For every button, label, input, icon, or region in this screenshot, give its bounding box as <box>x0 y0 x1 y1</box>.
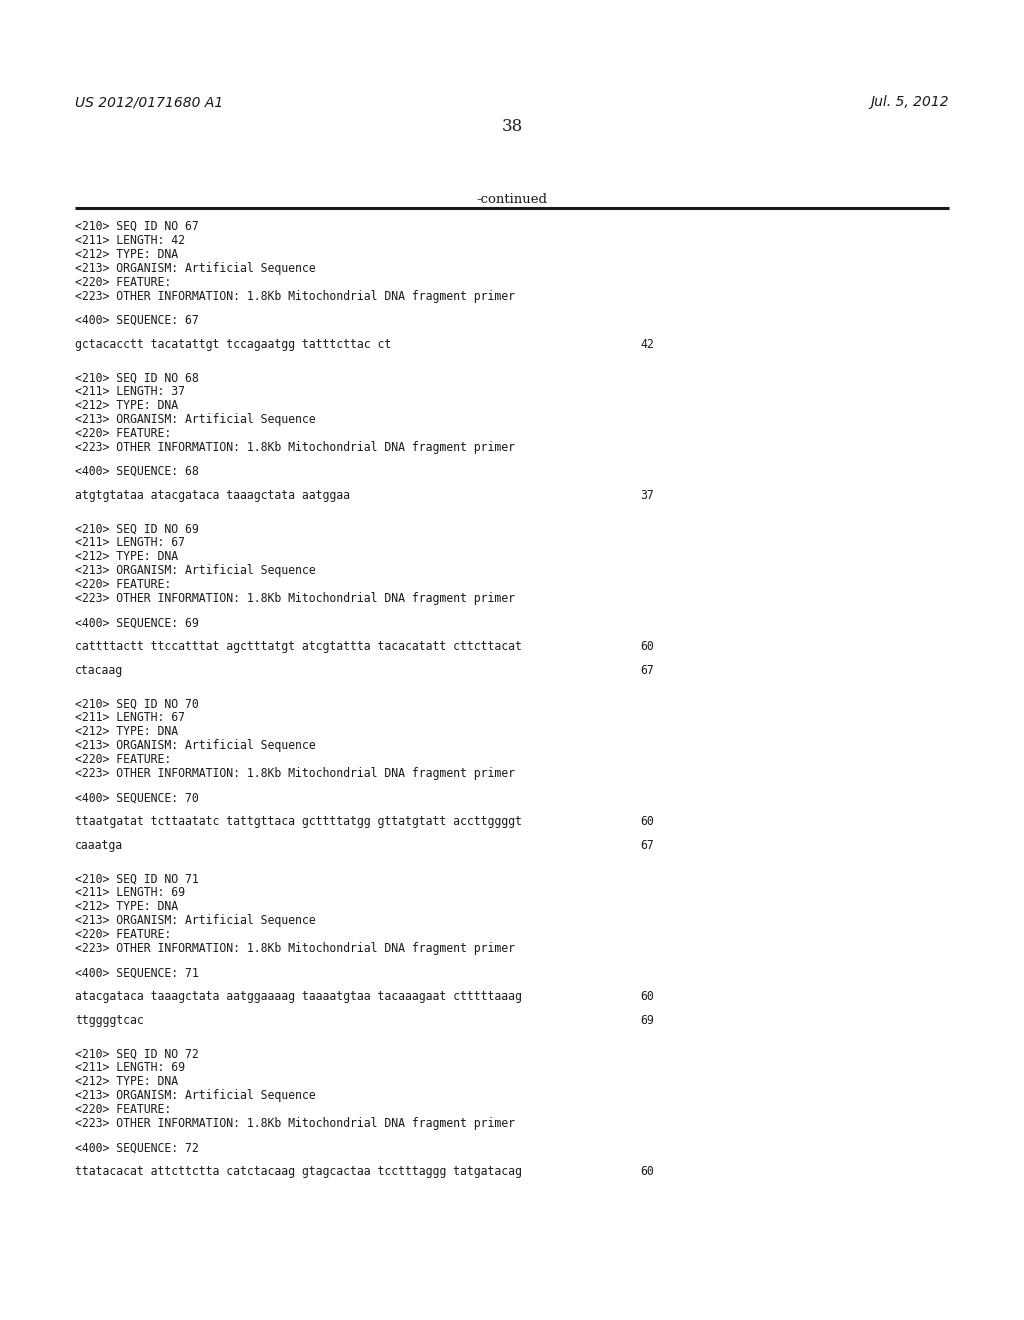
Text: cattttactt ttccatttat agctttatgt atcgtattta tacacatatt cttcttacat: cattttactt ttccatttat agctttatgt atcgtat… <box>75 640 522 653</box>
Text: 38: 38 <box>502 117 522 135</box>
Text: <213> ORGANISM: Artificial Sequence: <213> ORGANISM: Artificial Sequence <box>75 261 315 275</box>
Text: <211> LENGTH: 42: <211> LENGTH: 42 <box>75 234 185 247</box>
Text: <212> TYPE: DNA: <212> TYPE: DNA <box>75 550 178 564</box>
Text: US 2012/0171680 A1: US 2012/0171680 A1 <box>75 95 223 110</box>
Text: 60: 60 <box>640 990 653 1003</box>
Text: ttggggtcac: ttggggtcac <box>75 1014 143 1027</box>
Text: <220> FEATURE:: <220> FEATURE: <box>75 276 171 289</box>
Text: <211> LENGTH: 69: <211> LENGTH: 69 <box>75 887 185 899</box>
Text: gctacacctt tacatattgt tccagaatgg tatttcttac ct: gctacacctt tacatattgt tccagaatgg tatttct… <box>75 338 391 351</box>
Text: ctacaag: ctacaag <box>75 664 123 677</box>
Text: 60: 60 <box>640 640 653 653</box>
Text: <210> SEQ ID NO 70: <210> SEQ ID NO 70 <box>75 697 199 710</box>
Text: -continued: -continued <box>476 193 548 206</box>
Text: 60: 60 <box>640 814 653 828</box>
Text: <220> FEATURE:: <220> FEATURE: <box>75 754 171 767</box>
Text: atacgataca taaagctata aatggaaaag taaaatgtaa tacaaagaat ctttttaaag: atacgataca taaagctata aatggaaaag taaaatg… <box>75 990 522 1003</box>
Text: <220> FEATURE:: <220> FEATURE: <box>75 1104 171 1117</box>
Text: 37: 37 <box>640 488 653 502</box>
Text: <223> OTHER INFORMATION: 1.8Kb Mitochondrial DNA fragment primer: <223> OTHER INFORMATION: 1.8Kb Mitochond… <box>75 1118 515 1130</box>
Text: <223> OTHER INFORMATION: 1.8Kb Mitochondrial DNA fragment primer: <223> OTHER INFORMATION: 1.8Kb Mitochond… <box>75 290 515 304</box>
Text: <213> ORGANISM: Artificial Sequence: <213> ORGANISM: Artificial Sequence <box>75 413 315 426</box>
Text: <400> SEQUENCE: 69: <400> SEQUENCE: 69 <box>75 616 199 630</box>
Text: <400> SEQUENCE: 68: <400> SEQUENCE: 68 <box>75 465 199 478</box>
Text: atgtgtataa atacgataca taaagctata aatggaa: atgtgtataa atacgataca taaagctata aatggaa <box>75 488 350 502</box>
Text: <212> TYPE: DNA: <212> TYPE: DNA <box>75 1076 178 1089</box>
Text: <223> OTHER INFORMATION: 1.8Kb Mitochondrial DNA fragment primer: <223> OTHER INFORMATION: 1.8Kb Mitochond… <box>75 441 515 454</box>
Text: ttatacacat attcttctta catctacaag gtagcactaa tcctttaggg tatgatacag: ttatacacat attcttctta catctacaag gtagcac… <box>75 1166 522 1177</box>
Text: <211> LENGTH: 67: <211> LENGTH: 67 <box>75 536 185 549</box>
Text: caaatga: caaatga <box>75 838 123 851</box>
Text: <220> FEATURE:: <220> FEATURE: <box>75 928 171 941</box>
Text: <212> TYPE: DNA: <212> TYPE: DNA <box>75 248 178 261</box>
Text: <210> SEQ ID NO 69: <210> SEQ ID NO 69 <box>75 523 199 536</box>
Text: 42: 42 <box>640 338 653 351</box>
Text: <400> SEQUENCE: 67: <400> SEQUENCE: 67 <box>75 314 199 327</box>
Text: <400> SEQUENCE: 70: <400> SEQUENCE: 70 <box>75 791 199 804</box>
Text: ttaatgatat tcttaatatc tattgttaca gcttttatgg gttatgtatt accttggggt: ttaatgatat tcttaatatc tattgttaca gctttta… <box>75 814 522 828</box>
Text: <210> SEQ ID NO 68: <210> SEQ ID NO 68 <box>75 371 199 384</box>
Text: <213> ORGANISM: Artificial Sequence: <213> ORGANISM: Artificial Sequence <box>75 1089 315 1102</box>
Text: Jul. 5, 2012: Jul. 5, 2012 <box>870 95 949 110</box>
Text: <213> ORGANISM: Artificial Sequence: <213> ORGANISM: Artificial Sequence <box>75 915 315 928</box>
Text: <223> OTHER INFORMATION: 1.8Kb Mitochondrial DNA fragment primer: <223> OTHER INFORMATION: 1.8Kb Mitochond… <box>75 593 515 606</box>
Text: <210> SEQ ID NO 72: <210> SEQ ID NO 72 <box>75 1047 199 1060</box>
Text: <210> SEQ ID NO 71: <210> SEQ ID NO 71 <box>75 873 199 886</box>
Text: 69: 69 <box>640 1014 653 1027</box>
Text: <220> FEATURE:: <220> FEATURE: <box>75 428 171 440</box>
Text: <212> TYPE: DNA: <212> TYPE: DNA <box>75 726 178 738</box>
Text: <213> ORGANISM: Artificial Sequence: <213> ORGANISM: Artificial Sequence <box>75 739 315 752</box>
Text: <212> TYPE: DNA: <212> TYPE: DNA <box>75 900 178 913</box>
Text: <213> ORGANISM: Artificial Sequence: <213> ORGANISM: Artificial Sequence <box>75 565 315 577</box>
Text: 60: 60 <box>640 1166 653 1177</box>
Text: <211> LENGTH: 37: <211> LENGTH: 37 <box>75 385 185 399</box>
Text: <223> OTHER INFORMATION: 1.8Kb Mitochondrial DNA fragment primer: <223> OTHER INFORMATION: 1.8Kb Mitochond… <box>75 767 515 780</box>
Text: <211> LENGTH: 69: <211> LENGTH: 69 <box>75 1061 185 1074</box>
Text: <400> SEQUENCE: 72: <400> SEQUENCE: 72 <box>75 1142 199 1154</box>
Text: <400> SEQUENCE: 71: <400> SEQUENCE: 71 <box>75 966 199 979</box>
Text: <210> SEQ ID NO 67: <210> SEQ ID NO 67 <box>75 220 199 234</box>
Text: <211> LENGTH: 67: <211> LENGTH: 67 <box>75 711 185 725</box>
Text: <212> TYPE: DNA: <212> TYPE: DNA <box>75 399 178 412</box>
Text: <223> OTHER INFORMATION: 1.8Kb Mitochondrial DNA fragment primer: <223> OTHER INFORMATION: 1.8Kb Mitochond… <box>75 942 515 956</box>
Text: 67: 67 <box>640 664 653 677</box>
Text: <220> FEATURE:: <220> FEATURE: <box>75 578 171 591</box>
Text: 67: 67 <box>640 838 653 851</box>
